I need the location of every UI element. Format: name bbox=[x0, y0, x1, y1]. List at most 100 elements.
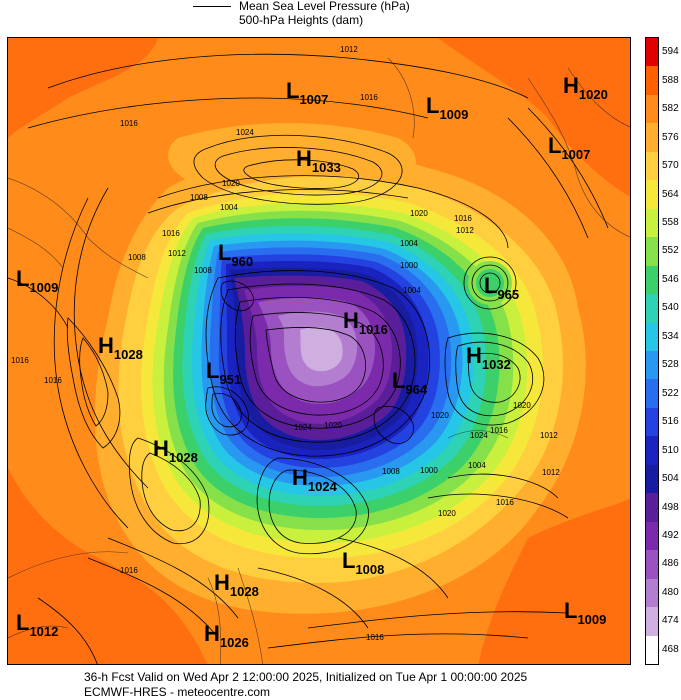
colorbar-tick-label: 510 bbox=[662, 444, 679, 456]
isobar-label-group: 1012101610161024102010081004102010161008… bbox=[11, 45, 560, 642]
colorbar-tick-label: 516 bbox=[662, 416, 679, 428]
isobar bbox=[8, 277, 69, 329]
colorbar-segment bbox=[646, 578, 658, 608]
colorbar-segment bbox=[646, 464, 658, 494]
field-588-ne bbox=[438, 38, 630, 197]
isobar bbox=[157, 175, 509, 249]
center-letter: L bbox=[426, 93, 439, 118]
isobar bbox=[249, 312, 384, 416]
coastline bbox=[387, 57, 415, 139]
center-pressure-value: 1009 bbox=[439, 107, 468, 122]
coastline bbox=[8, 551, 129, 579]
isobar bbox=[220, 280, 254, 312]
isobar bbox=[214, 147, 383, 196]
coastline bbox=[8, 177, 149, 279]
isobar-value-label: 1008 bbox=[128, 253, 146, 262]
colorbar-tick-label: 474 bbox=[662, 615, 679, 627]
coastline bbox=[8, 625, 69, 639]
isobar-value-label: 1008 bbox=[190, 193, 208, 202]
low-pressure-center: L1008 bbox=[342, 548, 384, 577]
isobar-value-label: 1016 bbox=[162, 229, 180, 238]
isobar bbox=[337, 537, 449, 599]
center-letter: H bbox=[296, 146, 312, 171]
low-pressure-center: L1007 bbox=[286, 78, 328, 107]
isobar bbox=[447, 473, 559, 499]
weather-map: 1012 1016 1016 1024 1020 1008 1004 1020 1016 1008… bbox=[7, 37, 631, 665]
low-pressure-center: L1007 bbox=[548, 133, 590, 162]
pressure-line-swatch bbox=[193, 5, 231, 7]
isobar-value-label: 1020 bbox=[431, 411, 449, 420]
center-letter: H bbox=[292, 465, 308, 490]
isobar-value-label: 1020 bbox=[324, 421, 342, 430]
low-pressure-center: L1012 bbox=[16, 610, 58, 639]
isobar-value-label: 1016 bbox=[360, 93, 378, 102]
isobar bbox=[507, 117, 589, 239]
colorbar-segment bbox=[646, 407, 658, 437]
colorbar-tick-label: 588 bbox=[662, 74, 679, 86]
field-588-se bbox=[478, 498, 630, 664]
isobar-value-label: 1016 bbox=[366, 633, 384, 642]
high-pressure-center: H1028 bbox=[98, 333, 143, 362]
isobar bbox=[268, 469, 357, 544]
field-474 bbox=[300, 327, 343, 372]
forecast-valid-text: 36-h Fcst Valid on Wed Apr 2 12:00:00 20… bbox=[84, 670, 528, 684]
isobars bbox=[8, 53, 609, 664]
colorbar-segment bbox=[646, 436, 658, 466]
colorbar-segment bbox=[646, 322, 658, 352]
colorbar-tick-label: 576 bbox=[662, 131, 679, 143]
center-pressure-value: 1009 bbox=[29, 280, 58, 295]
center-letter: L bbox=[484, 273, 497, 298]
heights-swatch bbox=[193, 20, 231, 21]
colorbar-segment bbox=[646, 123, 658, 153]
center-letter: L bbox=[16, 610, 29, 635]
isobar-value-label: 1012 bbox=[168, 249, 186, 258]
isobar bbox=[463, 256, 517, 310]
isobar bbox=[128, 437, 210, 545]
center-pressure-value: 1008 bbox=[355, 562, 384, 577]
low-pressure-center: L1009 bbox=[16, 266, 58, 295]
colorbar-segment bbox=[646, 493, 658, 523]
isobar-value-label: 1008 bbox=[194, 266, 212, 275]
high-pressure-center: H1033 bbox=[296, 146, 341, 175]
colorbar-tick-label: 552 bbox=[662, 245, 679, 257]
colorbar-segment bbox=[646, 351, 658, 380]
colorbar-segment bbox=[646, 550, 658, 580]
isobar-value-label: 1012 bbox=[340, 45, 358, 54]
center-pressure-value: 1028 bbox=[114, 347, 143, 362]
center-pressure-value: 964 bbox=[405, 382, 427, 397]
isobar bbox=[243, 159, 359, 189]
legend-pressure: Mean Sea Level Pressure (hPa) bbox=[193, 0, 410, 14]
center-letter: L bbox=[206, 358, 219, 383]
colorbar-ticks: 594 588 582 576 570 564 558 552 546 540 534 528 522 5… bbox=[662, 37, 681, 665]
colorbar-tick-label: 564 bbox=[662, 188, 679, 200]
footer: 36-h Fcst Valid on Wed Apr 2 12:00:00 20… bbox=[0, 668, 681, 700]
isobar bbox=[455, 341, 533, 417]
low-pressure-center: L960 bbox=[218, 240, 253, 269]
legend-heights: 500-hPa Heights (dam) bbox=[193, 12, 363, 28]
low-pressure-center: L965 bbox=[484, 273, 519, 302]
isobar bbox=[256, 457, 369, 555]
isobar bbox=[471, 264, 509, 302]
colorbar-segment bbox=[646, 208, 658, 238]
isobar bbox=[141, 452, 201, 532]
colorbar-tick-label: 522 bbox=[662, 387, 679, 399]
isobar bbox=[87, 557, 219, 639]
center-pressure-value: 1009 bbox=[577, 612, 606, 627]
center-letter: L bbox=[564, 598, 577, 623]
center-letter: L bbox=[342, 548, 355, 573]
heights-legend-label: 500-hPa Heights (dam) bbox=[239, 13, 364, 27]
center-pressure-value: 1024 bbox=[308, 479, 338, 494]
isobar-value-label: 1020 bbox=[513, 401, 531, 410]
colorbar-tick-label: 570 bbox=[662, 160, 679, 172]
colorbar-tick-label: 480 bbox=[662, 586, 679, 598]
coastline bbox=[237, 567, 264, 664]
coastline bbox=[447, 430, 509, 439]
center-pressure-value: 960 bbox=[231, 254, 253, 269]
isobar-value-label: 1024 bbox=[294, 423, 312, 432]
center-letter: H bbox=[153, 436, 169, 461]
isobar-value-label: 1008 bbox=[382, 467, 400, 476]
colorbar-tick-label: 492 bbox=[662, 529, 679, 541]
center-letter: H bbox=[343, 308, 359, 333]
isobar-value-label: 1020 bbox=[410, 209, 428, 218]
isobar-value-label: 1024 bbox=[470, 431, 488, 440]
